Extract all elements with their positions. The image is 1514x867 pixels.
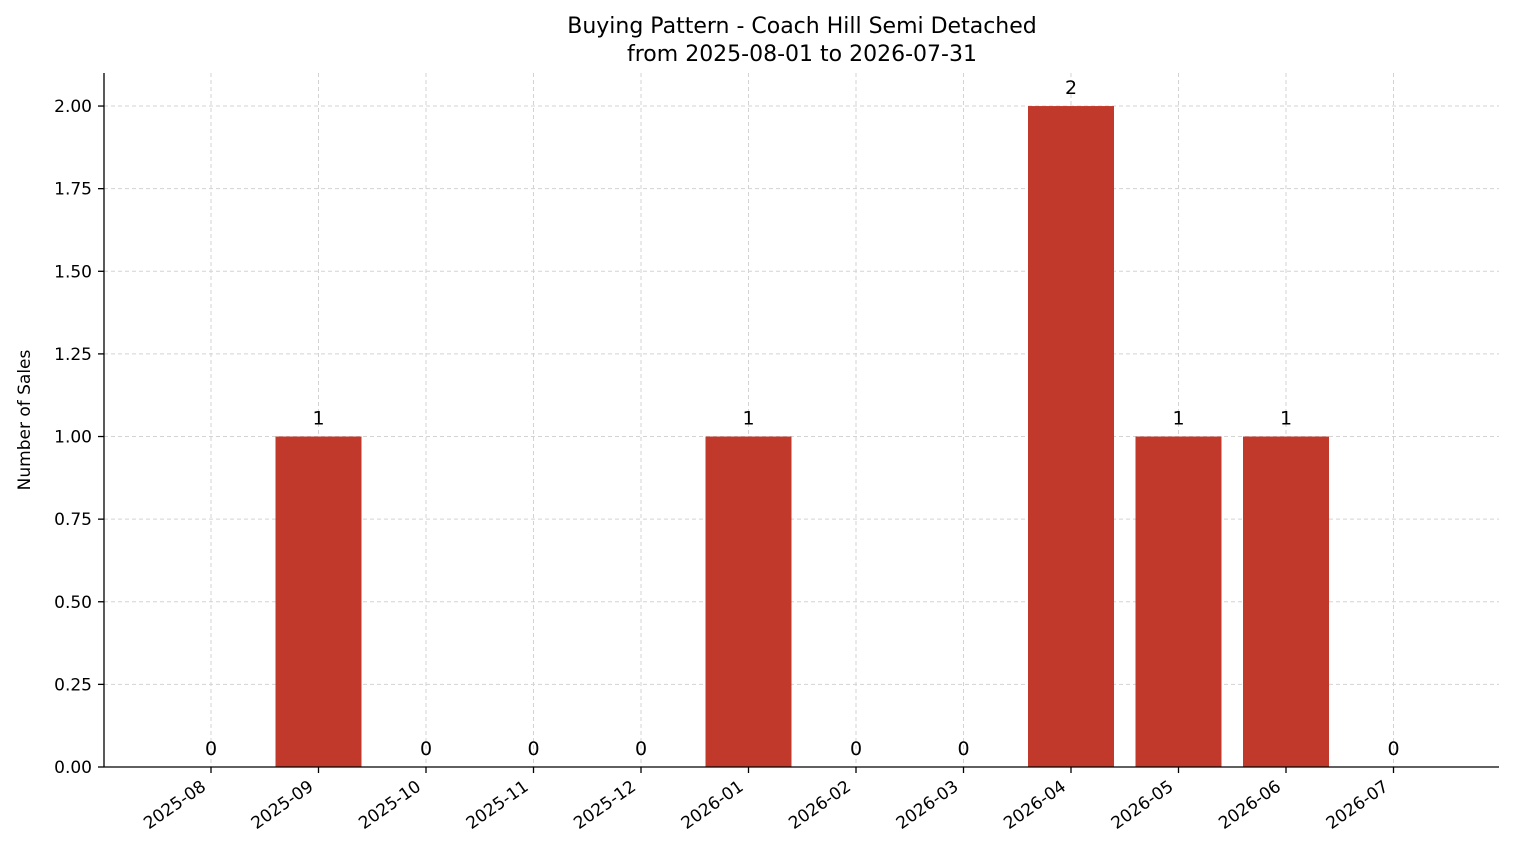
y-tick-label: 1.25 (54, 345, 92, 365)
y-axis-label: Number of Sales (15, 349, 35, 490)
x-tick-label: 2025-10 (355, 777, 425, 834)
x-tick-label: 2025-12 (570, 777, 640, 834)
bar-value-label: 0 (205, 738, 217, 760)
bar-value-label: 0 (527, 738, 539, 760)
x-tick-label: 2026-02 (785, 777, 855, 834)
x-tick-label: 2026-06 (1215, 777, 1285, 834)
bar-value-label: 0 (850, 738, 862, 760)
bar-value-label: 2 (1065, 77, 1077, 99)
x-tick-label: 2026-05 (1108, 777, 1178, 834)
bar-value-label: 1 (312, 408, 324, 430)
bar (1135, 436, 1222, 767)
x-tick-label: 2025-08 (140, 777, 210, 834)
y-tick-label: 1.00 (54, 428, 92, 448)
y-tick-label: 0.75 (54, 510, 92, 530)
bar (1028, 106, 1114, 768)
bar-value-label: 1 (1172, 408, 1184, 430)
bar-value-label: 0 (1387, 738, 1399, 760)
chart-subtitle: from 2025-08-01 to 2026-07-31 (627, 42, 977, 67)
x-tick-label: 2025-11 (463, 777, 533, 834)
y-tick-label: 2.00 (54, 97, 92, 117)
x-tick-label: 2026-07 (1323, 777, 1393, 834)
chart-title: Buying Pattern - Coach Hill Semi Detache… (567, 14, 1037, 39)
y-tick-label: 0.25 (54, 675, 92, 695)
bar-value-label: 0 (957, 738, 969, 760)
data-labels: 0 1 0 0 0 1 0 0 2 1 1 0 (205, 77, 1400, 760)
bar-value-label: 1 (742, 408, 754, 430)
y-tick-label: 0.50 (54, 593, 92, 613)
bar-value-label: 0 (420, 738, 432, 760)
x-tick-label: 2026-01 (678, 777, 748, 834)
y-tick-label: 1.50 (54, 262, 92, 282)
bars (275, 106, 1329, 768)
y-tick-label: 1.75 (54, 180, 92, 200)
y-tick-label: 0.00 (54, 758, 92, 778)
x-tick-label: 2025-09 (248, 777, 318, 834)
x-tick-label: 2026-04 (1000, 777, 1070, 834)
bar (705, 436, 792, 767)
x-tick-label: 2026-03 (893, 777, 963, 834)
bar-value-label: 1 (1280, 408, 1292, 430)
bar (1243, 436, 1329, 767)
bar (275, 436, 362, 767)
bar-value-label: 0 (635, 738, 647, 760)
